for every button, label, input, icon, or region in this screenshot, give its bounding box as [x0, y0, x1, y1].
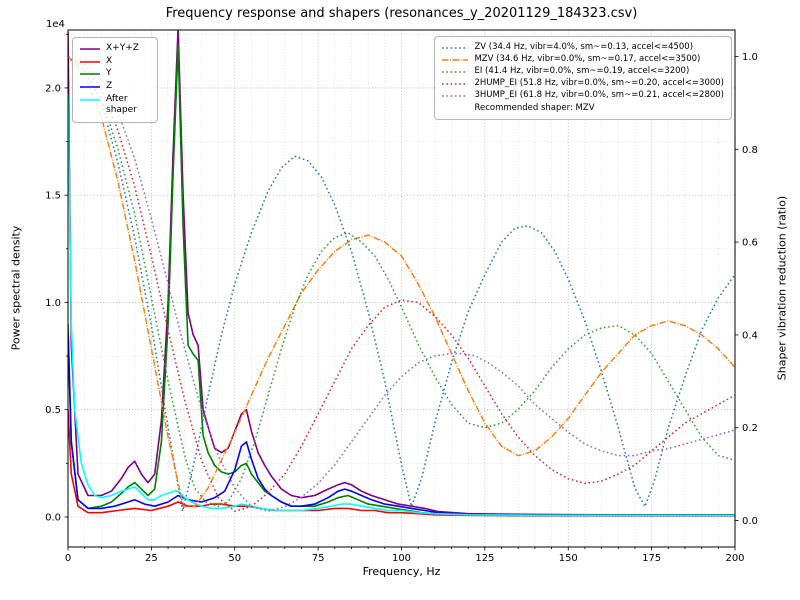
grid-minor: [68, 30, 735, 547]
legend-item-label: ZV (34.4 Hz, vibr=4.0%, sm~=0.13, accel<…: [474, 42, 694, 52]
legend-line-swatch-xyz: [80, 48, 100, 50]
series-line-z: [68, 334, 735, 517]
y-right-tick-label: 0.2: [742, 423, 758, 434]
x-tick-label: 175: [642, 553, 661, 564]
axes: 0 25 50 75 100 125 150 175 200 0.0 0.5 1.0 1.5 2.0 0.0…: [45, 29, 758, 564]
legend-line-swatch-y: [80, 73, 100, 76]
legend-line-swatch-zv: [442, 47, 469, 49]
legend-item-x: X: [80, 56, 150, 68]
y-left-tick-label: 0.0: [45, 512, 61, 523]
legend-item-3hump-ei: 3HUMP_EI (61.8 Hz, vibr=0.0%, sm~=0.21, …: [442, 90, 724, 101]
y-right-tick-label: 0.0: [742, 516, 758, 527]
tick-labels: 0 25 50 75 100 125 150 175 200 0.0 0.5 1.0 1.5 2.0 0.0…: [45, 52, 758, 564]
y-left-tick-label: 1.5: [45, 191, 61, 202]
x-tick-label: 150: [559, 553, 578, 564]
y-left-tick-label: 2.0: [45, 83, 61, 94]
legend-item-y: Y: [80, 68, 150, 80]
legend-item-label: Y: [106, 68, 112, 79]
legend-line-swatch-3hump-ei: [442, 95, 469, 97]
legend-line-swatch-2hump-ei: [442, 83, 469, 85]
x-tick-label: 25: [145, 553, 158, 564]
legend-item-label: After shaper: [106, 93, 137, 116]
legend-item-zv: ZV (34.4 Hz, vibr=4.0%, sm~=0.13, accel<…: [442, 42, 724, 53]
y-left-offset-label: 1e4: [46, 19, 65, 30]
y-right-tick-label: 0.6: [742, 238, 758, 249]
x-tick-label: 75: [312, 553, 325, 564]
legend-psd: X+Y+Z X Y Z After shaper: [72, 37, 158, 124]
legend-item-label: 3HUMP_EI (61.8 Hz, vibr=0.0%, sm~=0.21, …: [474, 90, 724, 101]
legend-item-label: EI (41.4 Hz, vibr=0.0%, sm~=0.19, accel<…: [474, 66, 690, 77]
legend-item-z: Z: [80, 81, 150, 93]
series-line-xyz: [68, 30, 735, 516]
legend-item-label: X: [106, 55, 113, 66]
legend-line-swatch-z: [80, 86, 100, 88]
legend-line-swatch-ei: [442, 71, 469, 73]
legend-item-mzv: MZV (34.6 Hz, vibr=0.0%, sm~=0.17, accel…: [442, 54, 724, 65]
series-group: [68, 30, 735, 517]
x-tick-label: 125: [475, 553, 494, 564]
series-line-after-shaper: [68, 94, 735, 517]
y-left-tick-label: 1.0: [45, 298, 61, 309]
x-tick-label: 100: [392, 553, 411, 564]
legend-shapers: ZV (34.4 Hz, vibr=4.0%, sm~=0.13, accel<…: [434, 36, 732, 121]
legend-item-label: Z: [106, 81, 113, 92]
legend-item-2hump-ei: 2HUMP_EI (51.8 Hz, vibr=0.0%, sm~=0.20, …: [442, 78, 724, 89]
x-tick-label: 0: [65, 553, 71, 564]
y-right-tick-label: 0.8: [742, 145, 758, 156]
tick-marks: [64, 33, 739, 551]
grid-major: [67, 30, 736, 547]
legend-item-label: X+Y+Z: [106, 43, 139, 53]
x-tick-label: 50: [228, 553, 241, 564]
legend-line-swatch-after-shaper: [80, 98, 100, 101]
chart-title: Frequency response and shapers (resonanc…: [165, 6, 638, 21]
y-right-tick-label: 1.0: [742, 52, 758, 63]
legend-item-after-shaper: After shaper: [80, 94, 150, 117]
x-tick-label: 200: [725, 553, 744, 564]
legend-line-swatch-x: [80, 60, 100, 63]
legend-item-label: MZV (34.6 Hz, vibr=0.0%, sm~=0.17, accel…: [474, 54, 701, 65]
series-line-mzv: [68, 55, 735, 508]
recommended-shaper-note: Recommended shaper: MZV: [474, 103, 595, 114]
legend-item-label: 2HUMP_EI (51.8 Hz, vibr=0.0%, sm~=0.20, …: [474, 78, 724, 89]
legend-item-xyz: X+Y+Z: [80, 43, 150, 55]
legend-item-ei: EI (41.4 Hz, vibr=0.0%, sm~=0.19, accel<…: [442, 66, 724, 77]
y-right-tick-label: 0.4: [742, 330, 758, 341]
series-line-ei: [68, 55, 735, 508]
x-axis-label: Frequency, Hz: [362, 565, 441, 578]
legend-line-swatch-mzv: [442, 59, 469, 61]
y-left-tick-label: 0.5: [45, 405, 61, 416]
series-line-y: [68, 44, 735, 517]
